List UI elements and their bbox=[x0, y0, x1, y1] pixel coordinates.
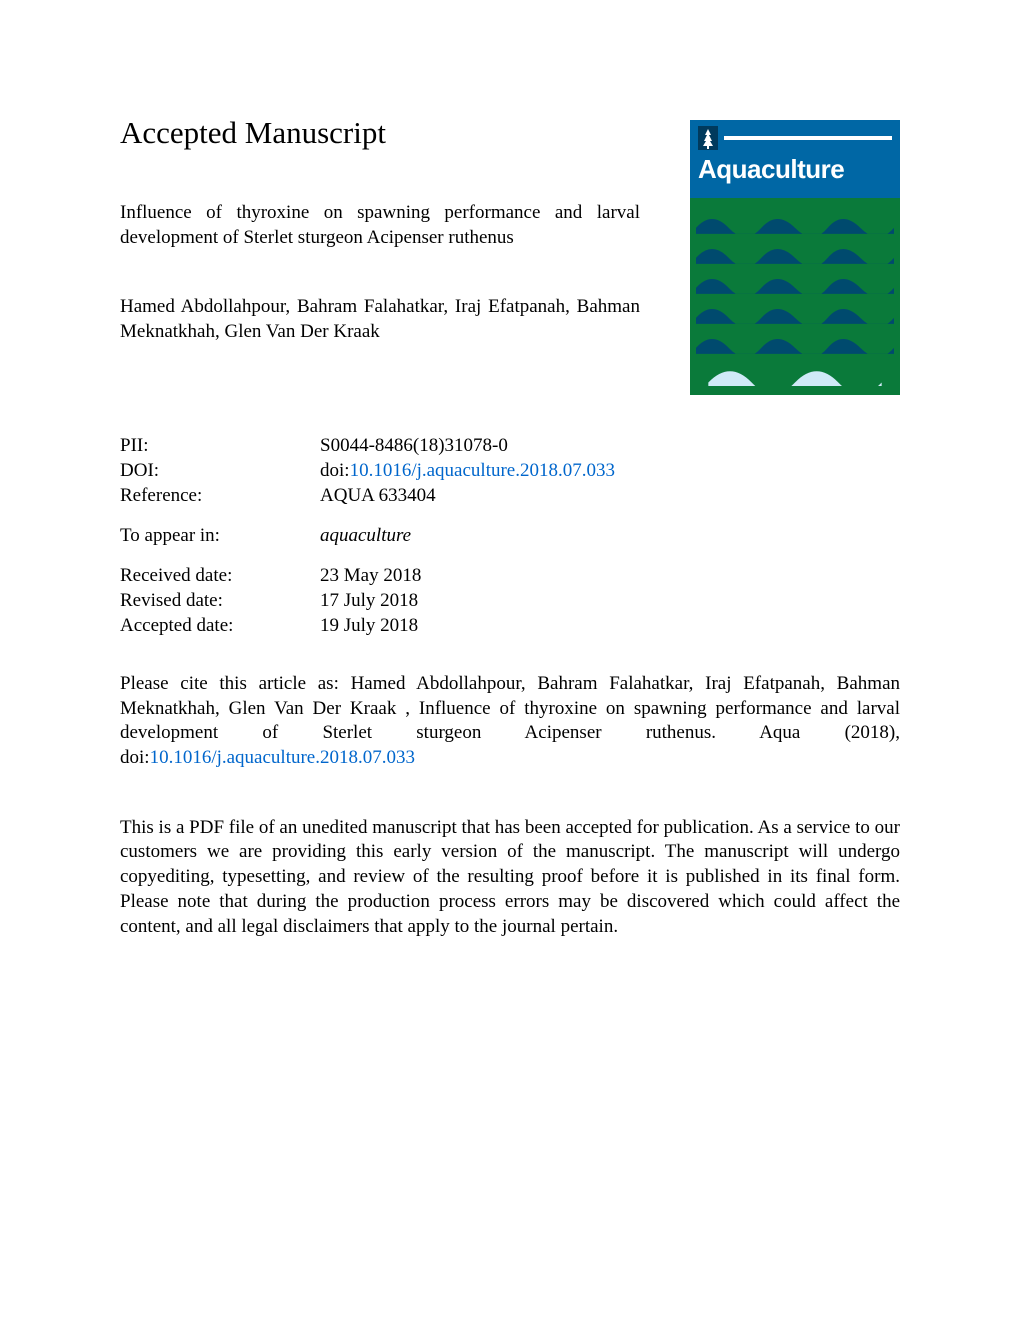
wave-row bbox=[696, 238, 894, 264]
meta-value: doi:10.1016/j.aquaculture.2018.07.033 bbox=[320, 460, 900, 482]
meta-label: To appear in: bbox=[120, 525, 320, 547]
left-column: Accepted Manuscript Influence of thyroxi… bbox=[120, 115, 640, 345]
meta-value: 23 May 2018 bbox=[320, 565, 900, 587]
authors: Hamed Abdollahpour, Bahram Falahatkar, I… bbox=[120, 295, 640, 344]
tree-icon bbox=[698, 126, 718, 150]
meta-row-appear: To appear in: aquaculture bbox=[120, 525, 900, 547]
wave-row bbox=[696, 360, 894, 386]
meta-row-revised: Revised date: 17 July 2018 bbox=[120, 590, 900, 612]
top-row: Accepted Manuscript Influence of thyroxi… bbox=[120, 115, 900, 395]
wave-row bbox=[696, 208, 894, 234]
doi-link[interactable]: 10.1016/j.aquaculture.2018.07.033 bbox=[350, 460, 615, 481]
meta-value: aquaculture bbox=[320, 525, 900, 547]
meta-value: AQUA 633404 bbox=[320, 485, 900, 507]
meta-row-received: Received date: 23 May 2018 bbox=[120, 565, 900, 587]
doi-prefix: doi: bbox=[320, 460, 350, 481]
page-heading: Accepted Manuscript bbox=[120, 115, 640, 151]
meta-row-accepted: Accepted date: 19 July 2018 bbox=[120, 615, 900, 637]
meta-value: 17 July 2018 bbox=[320, 590, 900, 612]
meta-label: PII: bbox=[120, 435, 320, 457]
meta-label: Reference: bbox=[120, 485, 320, 507]
journal-name: Aquaculture bbox=[698, 154, 892, 185]
journal-cover: Aquaculture bbox=[690, 120, 900, 395]
citation-text: Please cite this article as: Hamed Abdol… bbox=[120, 672, 900, 771]
disclaimer-text: This is a PDF file of an unedited manusc… bbox=[120, 816, 900, 939]
meta-label: DOI: bbox=[120, 460, 320, 482]
journal-cover-art bbox=[690, 198, 900, 395]
meta-value: 19 July 2018 bbox=[320, 615, 900, 637]
cover-divider bbox=[724, 136, 892, 140]
meta-value: S0044-8486(18)31078-0 bbox=[320, 435, 900, 457]
wave-row bbox=[696, 298, 894, 324]
metadata-table: PII: S0044-8486(18)31078-0 DOI: doi:10.1… bbox=[120, 435, 900, 637]
meta-label: Revised date: bbox=[120, 590, 320, 612]
citation-doi-link[interactable]: 10.1016/j.aquaculture.2018.07.033 bbox=[150, 747, 415, 768]
elsevier-logo-icon bbox=[698, 126, 718, 150]
cover-header-top bbox=[698, 126, 892, 150]
article-title: Influence of thyroxine on spawning perfo… bbox=[120, 201, 640, 250]
journal-cover-header: Aquaculture bbox=[690, 120, 900, 198]
wave-row bbox=[696, 268, 894, 294]
meta-row-pii: PII: S0044-8486(18)31078-0 bbox=[120, 435, 900, 457]
meta-label: Received date: bbox=[120, 565, 320, 587]
meta-row-doi: DOI: doi:10.1016/j.aquaculture.2018.07.0… bbox=[120, 460, 900, 482]
wave-row bbox=[696, 328, 894, 354]
meta-label: Accepted date: bbox=[120, 615, 320, 637]
meta-row-reference: Reference: AQUA 633404 bbox=[120, 485, 900, 507]
